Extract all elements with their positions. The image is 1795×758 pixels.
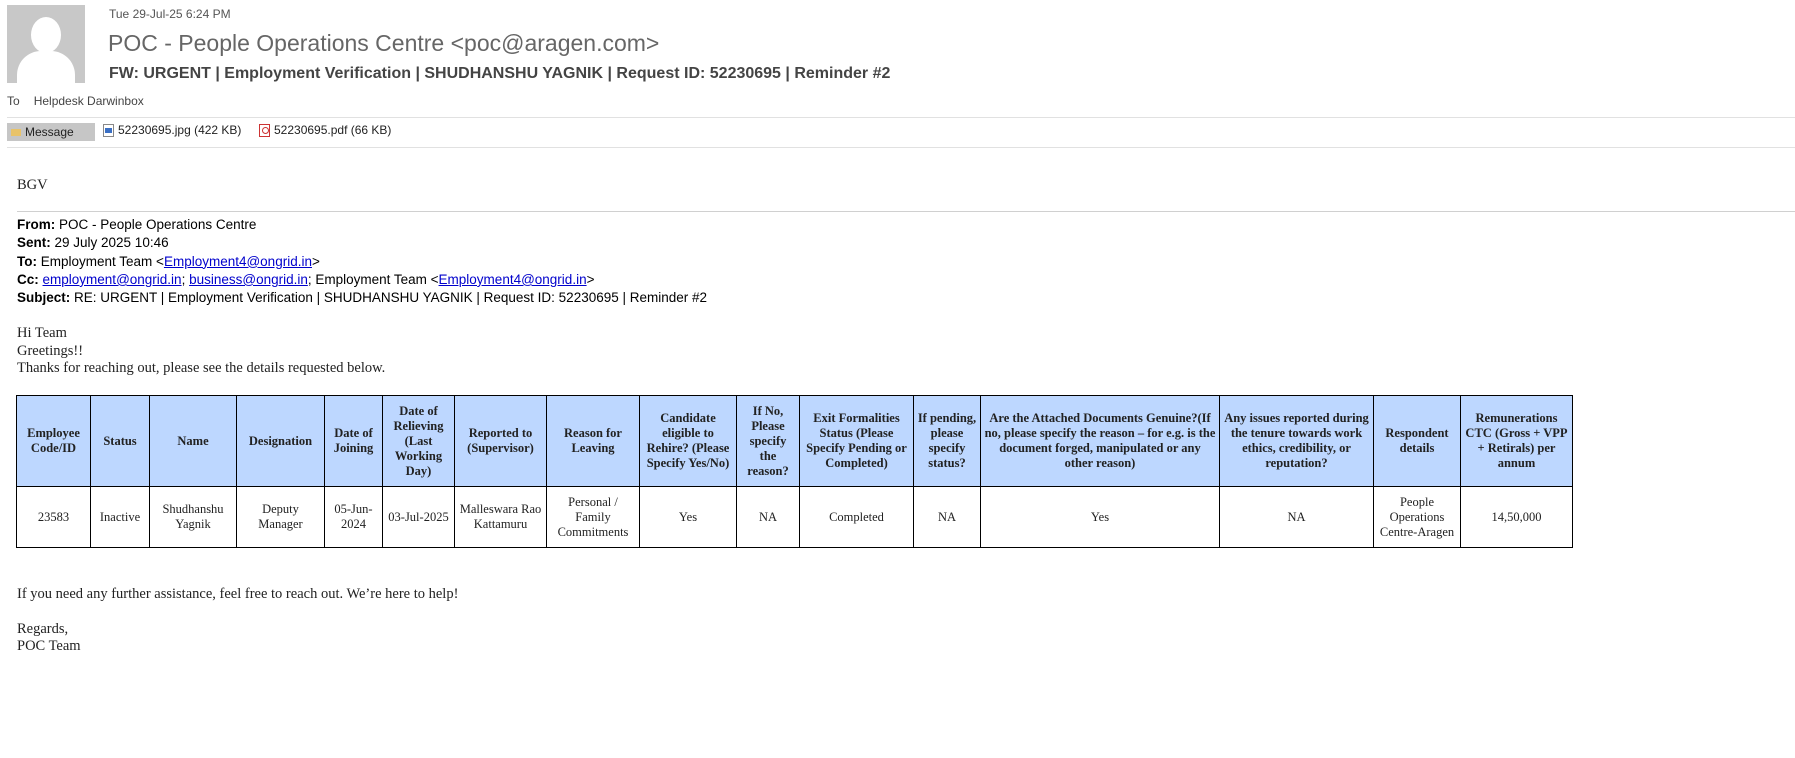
table-cell: Personal / Family Commitments (546, 486, 640, 548)
email-link[interactable]: employment@ongrid.in (42, 271, 182, 287)
message-tab[interactable]: Message (7, 123, 95, 141)
attachment-name: 52230695.pdf (66 KB) (274, 123, 392, 137)
column-header: Are the Attached Documents Genuine?(If n… (980, 395, 1220, 487)
column-header: Designation (236, 395, 325, 487)
table-cell: Deputy Manager (236, 486, 325, 548)
table-header-row: Employee Code/ID Status Name Designation Dat… (16, 395, 1573, 487)
divider (7, 147, 1795, 148)
recipient[interactable]: Helpdesk Darwinbox (33, 94, 144, 108)
column-header: If pending, please specify status? (913, 395, 981, 487)
bgv-text: BGV (17, 177, 48, 193)
sender-avatar (7, 5, 85, 83)
column-header: Date of Relieving (Last Working Day) (382, 395, 455, 487)
column-header: Name (149, 395, 237, 487)
table-cell: 03-Jul-2025 (382, 486, 455, 548)
table-cell: Yes (639, 486, 737, 548)
to-label: To (7, 94, 20, 108)
message-tab-label: Message (25, 125, 74, 139)
column-header: Candidate eligible to Rehire? (Please Sp… (639, 395, 737, 487)
table-cell: 05-Jun-2024 (324, 486, 383, 548)
column-header: Remunerations CTC (Gross + VPP + Retiral… (1460, 395, 1573, 487)
column-header: Respondent details (1373, 395, 1461, 487)
column-header: Employee Code/ID (16, 395, 91, 487)
column-header: Any issues reported during the tenure to… (1219, 395, 1374, 487)
image-file-icon (103, 123, 114, 137)
email-link[interactable]: Employment4@ongrid.in (163, 253, 312, 269)
table-row: 23583 Inactive Shudhanshu Yagnik Deputy Man… (16, 486, 1573, 548)
email-link[interactable]: Employment4@ongrid.in (438, 271, 587, 287)
envelope-icon (11, 128, 21, 136)
column-header: Reason for Leaving (546, 395, 640, 487)
email-subject: FW: URGENT | Employment Verification | S… (109, 65, 891, 82)
attachment-jpg[interactable]: 52230695.jpg (422 KB) (103, 123, 241, 137)
recipient-line: To Helpdesk Darwinbox (7, 94, 144, 108)
greeting: Hi Team Greetings!! Thanks for reaching … (17, 325, 386, 376)
table-cell: Shudhanshu Yagnik (149, 486, 237, 548)
sender[interactable]: POC - People Operations Centre <poc@arag… (108, 30, 660, 56)
table-cell: 14,50,000 (1460, 486, 1573, 548)
table-cell: NA (913, 486, 981, 548)
table-cell: Completed (799, 486, 914, 548)
column-header: Reported to (Supervisor) (454, 395, 547, 487)
table-cell: People Operations Centre-Aragen (1373, 486, 1461, 548)
table-cell: Malleswara Rao Kattamuru (454, 486, 547, 548)
email-date: Tue 29-Jul-25 6:24 PM (109, 7, 231, 21)
column-header: Date of Joining (324, 395, 383, 487)
column-header: If No, Please specify the reason? (736, 395, 800, 487)
table-cell: 23583 (16, 486, 91, 548)
attachment-pdf[interactable]: 52230695.pdf (66 KB) (259, 123, 391, 137)
pdf-file-icon (259, 123, 270, 137)
column-header: Status (90, 395, 150, 487)
divider (17, 211, 1795, 212)
table-cell: Inactive (90, 486, 150, 548)
quoted-header: From: POC - People Operations Centre Sen… (17, 217, 708, 306)
attachment-name: 52230695.jpg (422 KB) (118, 123, 242, 137)
table-cell: Yes (980, 486, 1220, 548)
signature: POC Team (17, 638, 81, 654)
verification-table: Employee Code/ID Status Name Designation Dat… (16, 395, 1573, 548)
column-header: Exit Formalities Status (Please Specify … (799, 395, 914, 487)
table-cell: NA (1219, 486, 1374, 548)
regards: Regards, (17, 621, 69, 637)
table-cell: NA (736, 486, 800, 548)
divider (7, 117, 1795, 118)
closing-text: If you need any further assistance, feel… (17, 586, 459, 602)
email-link[interactable]: business@ongrid.in (189, 271, 308, 287)
